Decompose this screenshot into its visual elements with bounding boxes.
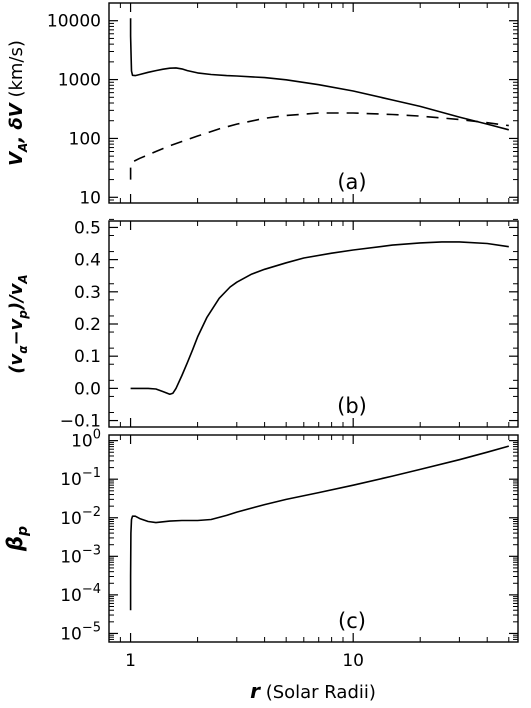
x-axis-label-part: r xyxy=(250,679,261,703)
y-tick-label: 0.0 xyxy=(74,379,101,399)
y-axis-label-part: )/v xyxy=(6,282,27,311)
panel-label: (a) xyxy=(337,170,366,194)
x-axis-labels: 1 10 r (Solar Radii) xyxy=(125,651,376,703)
y-tick-label: 10−1 xyxy=(60,466,101,490)
y-axis-label-part: (v xyxy=(6,353,27,374)
y-axis-label-subscript: p xyxy=(16,310,30,320)
panel-b: −0.1 0.0 0.1 0.2 0.3 0.4 0.5 (b) (vα−vp)/vA xyxy=(6,218,519,432)
y-tick-label: 0.4 xyxy=(74,251,101,271)
y-axis-label-subscript: p xyxy=(15,526,31,537)
y-axis-label-subscript: α xyxy=(16,345,30,354)
plot-frame xyxy=(108,434,519,643)
y-tick-label-base: 10 xyxy=(71,432,93,452)
y-axis-label-part: V xyxy=(6,150,27,166)
panel-label: (b) xyxy=(337,394,367,418)
panel-a: 10 100 1000 10000 (a) VA, δV (km/s) xyxy=(6,2,519,208)
plot-frame xyxy=(108,2,519,204)
x-axis-label-part: (Solar Radii) xyxy=(260,682,376,703)
plot-frame xyxy=(108,220,519,428)
y-axis-label: VA, δV (km/s) xyxy=(6,40,30,166)
y-axis-label: βp xyxy=(3,526,31,552)
y-tick-label: 10 xyxy=(79,188,101,208)
x-axis-label: r (Solar Radii) xyxy=(250,679,376,703)
y-tick-label-exponent: 0 xyxy=(93,428,101,443)
y-axis-label-part: , δV xyxy=(6,101,27,143)
series-line-solid xyxy=(129,18,510,131)
y-tick-label-base: 10 xyxy=(60,624,82,644)
y-axis-label-part: −v xyxy=(6,317,27,345)
series-line-solid xyxy=(130,241,509,395)
y-tick-label-exponent: −1 xyxy=(82,466,101,481)
y-tick-label: 0.2 xyxy=(74,315,101,335)
series-line-dashed xyxy=(129,112,509,180)
series-line-solid xyxy=(129,445,510,611)
y-tick-label: 0.5 xyxy=(74,218,101,238)
y-axis-label-part: (km/s) xyxy=(6,40,27,103)
y-tick-label: 10−2 xyxy=(60,505,101,529)
panel-label: (c) xyxy=(338,609,366,633)
y-axis-label: (vα−vp)/vA xyxy=(6,274,30,373)
x-tick-label: 1 xyxy=(125,651,136,671)
x-tick-label: 10 xyxy=(342,651,364,671)
y-tick-label-exponent: −3 xyxy=(82,543,101,558)
y-tick-label-base: 10 xyxy=(60,470,82,490)
y-axis-label-subscript: A xyxy=(16,143,30,153)
y-tick-label: 100 xyxy=(69,129,101,149)
y-tick-label: 10−5 xyxy=(60,620,101,644)
y-tick-label: 100 xyxy=(71,428,101,452)
y-axis-label-part: β xyxy=(3,536,27,552)
y-tick-label: −0.1 xyxy=(60,412,101,432)
y-axis-label-subscript: A xyxy=(16,274,30,284)
y-tick-label: 0.1 xyxy=(74,347,101,367)
y-tick-label: 10−4 xyxy=(60,582,101,606)
y-tick-label-base: 10 xyxy=(60,509,82,529)
y-tick-label: 10000 xyxy=(47,12,101,32)
y-tick-label-exponent: −4 xyxy=(82,582,101,597)
y-tick-label-exponent: −2 xyxy=(82,505,101,520)
y-tick-label: 0.3 xyxy=(74,283,101,303)
y-tick-label: 1000 xyxy=(58,71,101,91)
y-tick-label: 10−3 xyxy=(60,543,101,567)
y-tick-label-base: 10 xyxy=(60,547,82,567)
y-tick-label-base: 10 xyxy=(60,586,82,606)
y-tick-label-exponent: −5 xyxy=(82,620,101,635)
